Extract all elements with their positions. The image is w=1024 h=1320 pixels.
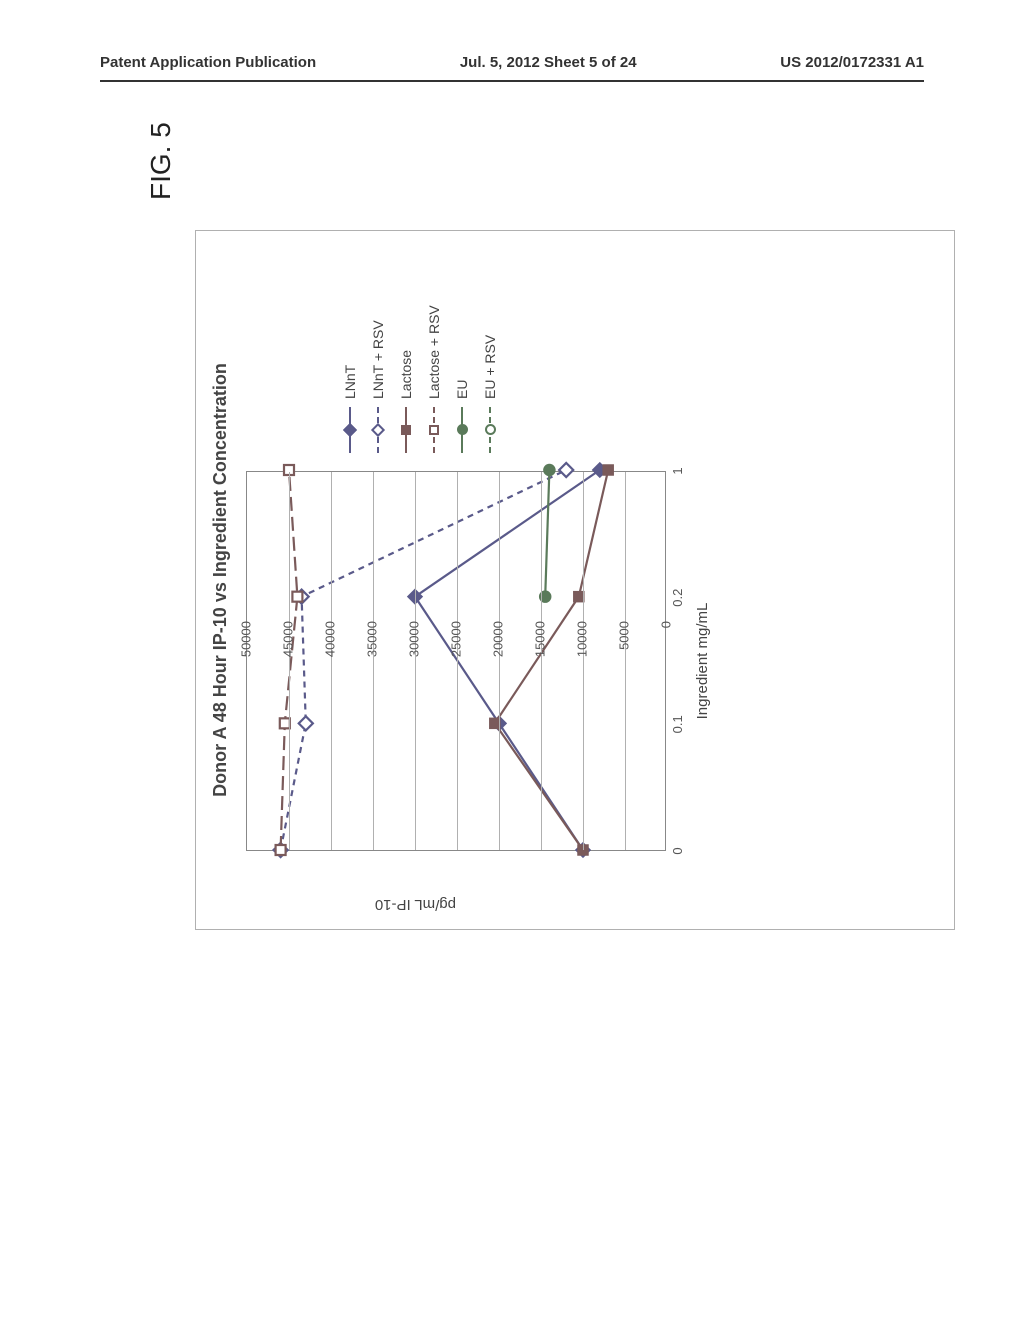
legend-item: Lactose + RSV [420, 243, 448, 453]
y-tick-label: 20000 [491, 621, 506, 681]
legend-label: EU [454, 380, 470, 399]
chart-rotated-container: Donor A 48 Hour IP-10 vs Ingredient Conc… [195, 230, 955, 930]
legend-marker [483, 407, 497, 453]
series-line [495, 470, 608, 850]
x-tick-label: 1 [670, 467, 685, 474]
y-tick-label: 25000 [449, 621, 464, 681]
y-tick-label: 45000 [281, 621, 296, 681]
header-divider [100, 80, 924, 82]
legend-label: Lactose [398, 350, 414, 399]
y-tick-label: 5000 [617, 621, 632, 681]
chart-title: Donor A 48 Hour IP-10 vs Ingredient Conc… [210, 231, 231, 929]
patent-header: Patent Application Publication Jul. 5, 2… [0, 54, 1024, 71]
legend-item: EU + RSV [476, 243, 504, 453]
legend-item: LNnT + RSV [364, 243, 392, 453]
x-tick-label: 0 [670, 847, 685, 854]
legend-label: EU + RSV [482, 335, 498, 399]
series-line [415, 470, 600, 850]
y-tick-label: 40000 [323, 621, 338, 681]
y-tick-label: 10000 [575, 621, 590, 681]
y-tick-label: 50000 [239, 621, 254, 681]
legend-label: LNnT [342, 365, 358, 399]
header-left: Patent Application Publication [100, 54, 316, 71]
chart-outer-box: Donor A 48 Hour IP-10 vs Ingredient Conc… [195, 230, 955, 930]
y-tick-label: 15000 [533, 621, 548, 681]
legend: LNnT LNnT + RSV Lactose Lactose + RSV EU EU +… [336, 243, 504, 453]
y-tick-label: 0 [659, 621, 674, 681]
y-tick-label: 35000 [365, 621, 380, 681]
figure-label: FIG. 5 [145, 122, 177, 200]
legend-label: Lactose + RSV [426, 305, 442, 399]
legend-marker [455, 407, 469, 453]
header-right: US 2012/0172331 A1 [780, 54, 924, 71]
legend-marker [427, 407, 441, 453]
legend-marker [371, 407, 385, 453]
legend-item: LNnT [336, 243, 364, 453]
header-center: Jul. 5, 2012 Sheet 5 of 24 [460, 54, 637, 71]
legend-marker [399, 407, 413, 453]
y-tick-label: 30000 [407, 621, 422, 681]
x-tick-label: 0.1 [670, 715, 685, 733]
legend-label: LNnT + RSV [370, 320, 386, 399]
legend-marker [343, 407, 357, 453]
x-tick-label: 0.2 [670, 589, 685, 607]
legend-item: Lactose [392, 243, 420, 453]
x-axis-label: Ingredient mg/mL [694, 471, 711, 851]
series-line [545, 470, 549, 597]
y-axis-label: pg/mL IP-10 [375, 896, 456, 913]
legend-item: EU [448, 243, 476, 453]
